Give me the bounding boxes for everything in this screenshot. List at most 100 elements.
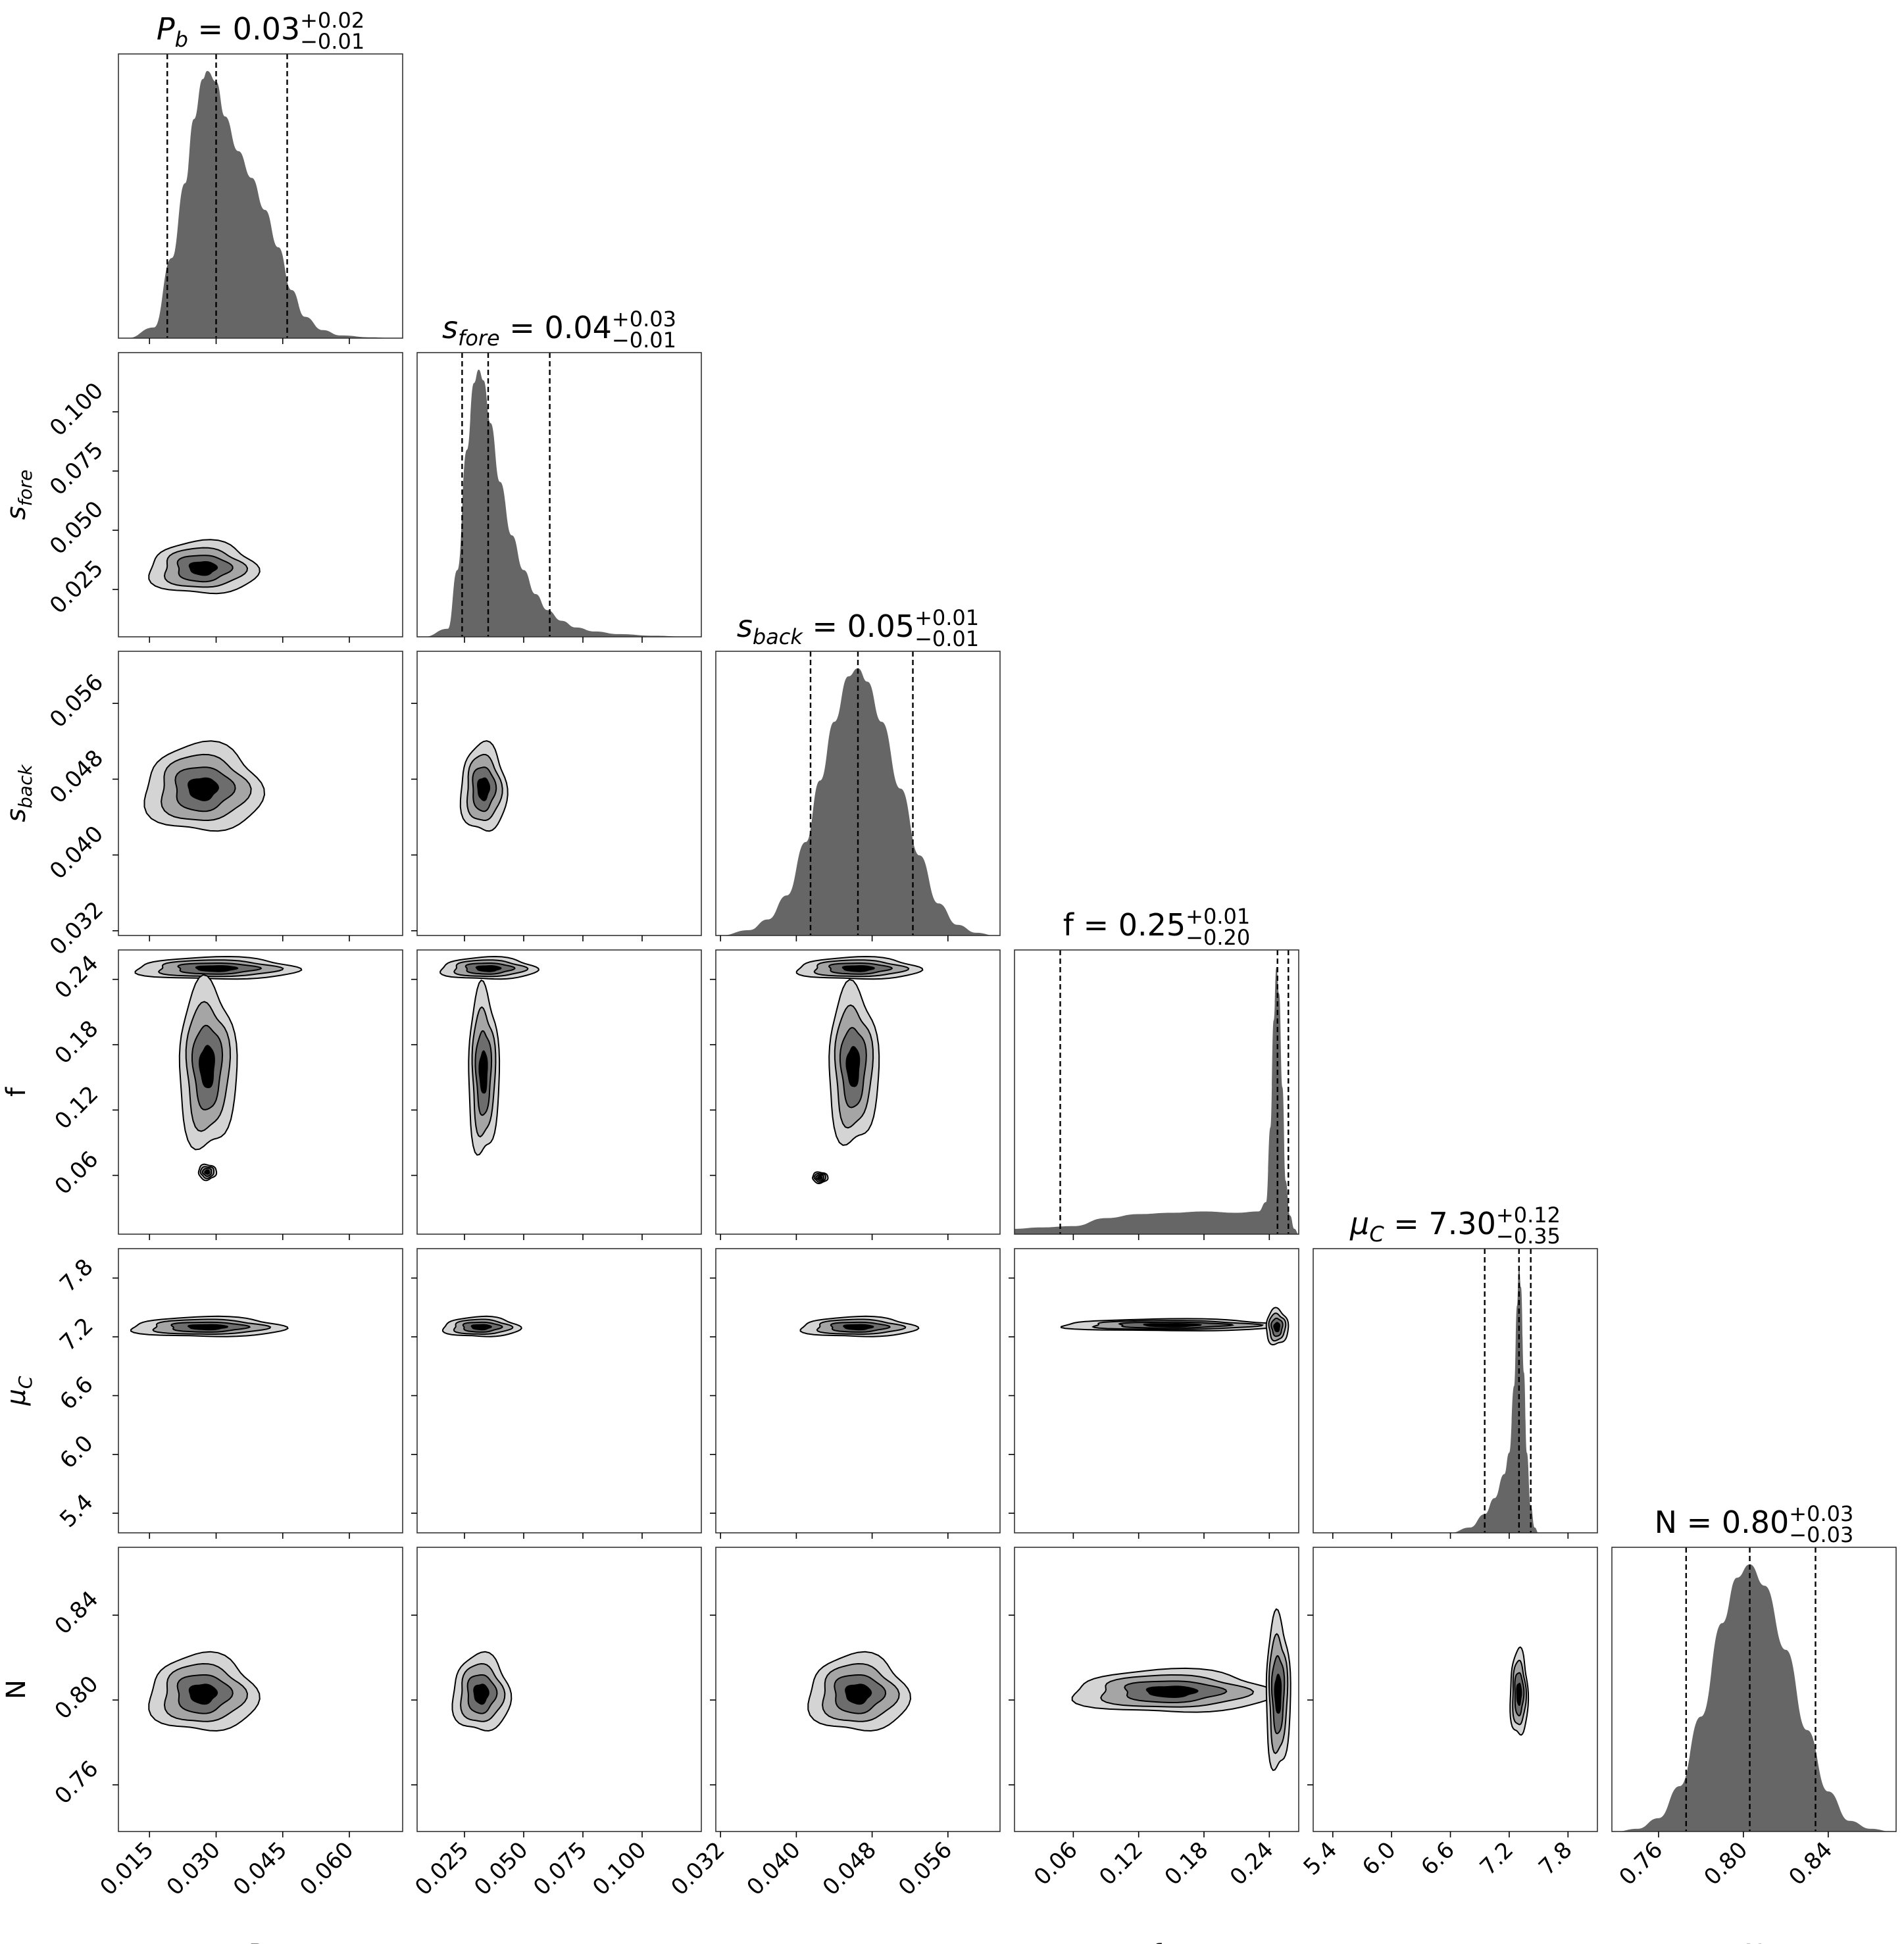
density-s-back-vs-s-fore (459, 740, 509, 832)
density-n-vs-p-b (148, 1651, 261, 1732)
axes-frame (416, 352, 702, 637)
x-tick-label: 0.12 (1094, 1837, 1148, 1891)
x-tick-label: 0.84 (1784, 1837, 1838, 1891)
x-tick-label: 0.032 (666, 1837, 730, 1901)
contour-level-4 (198, 1045, 215, 1089)
x-tick-label: 0.045 (228, 1837, 292, 1901)
contour-level-4 (845, 1683, 872, 1705)
x-tick-label: 5.4 (1299, 1837, 1343, 1881)
marginal-n (1612, 1547, 1896, 1832)
y-tick-label: 0.048 (45, 745, 109, 809)
density-mu-c-vs-p-b (130, 1315, 289, 1337)
y-tick-label: 0.76 (50, 1756, 104, 1810)
contour-level-4 (1145, 1685, 1199, 1699)
contour-level-4 (188, 1683, 218, 1705)
y-tick-label: 7.8 (55, 1254, 99, 1298)
y-tick-label: 0.12 (50, 1081, 104, 1135)
axes-frame (118, 651, 403, 936)
x-tick-label: 0.76 (1614, 1837, 1668, 1891)
marginal-p-b (118, 54, 403, 338)
contour-level-4 (1143, 1323, 1203, 1328)
density-mu-c-vs-s-fore (441, 1315, 522, 1337)
x-tick-label: 0.050 (469, 1837, 533, 1901)
x-tick-label: 7.8 (1534, 1837, 1578, 1881)
contour-level-4 (188, 777, 219, 801)
y-tick-label: 0.056 (45, 669, 109, 733)
x-tick-label: 6.6 (1416, 1837, 1460, 1881)
axes-frame (715, 1547, 1001, 1832)
marginal-s-back (716, 651, 1000, 935)
y-tick-label: 5.4 (55, 1489, 99, 1533)
x-tick-label: 0.040 (742, 1837, 806, 1901)
x-tick-label: 6.0 (1357, 1837, 1401, 1881)
x-tick-label: 7.2 (1475, 1837, 1519, 1881)
density-f-vs-s-fore (439, 955, 539, 1156)
x-tick-label: 0.030 (162, 1837, 226, 1901)
y-tick-label: 0.025 (45, 555, 109, 619)
x-tick-label: 0.80 (1699, 1837, 1753, 1891)
title-p-b: Pb = 0.03+0.02 (157, 8, 364, 52)
y-tick-label: 6.0 (55, 1430, 99, 1474)
y-axis-label-n: N (1, 1680, 32, 1699)
density-n-vs-f (1071, 1608, 1291, 1772)
x-axis-label-s-fore: sfore (534, 1939, 585, 1944)
axes-frame (416, 1248, 702, 1533)
axes-frame (118, 53, 403, 339)
density-s-fore-vs-p-b (148, 539, 261, 595)
title-minus-s-back: −0.01 (914, 626, 979, 651)
y-tick-label: 0.80 (50, 1671, 104, 1725)
x-tick-label: 0.060 (295, 1837, 359, 1901)
title-minus-s-fore: −0.01 (612, 328, 676, 353)
title-minus-f: −0.20 (1186, 925, 1250, 950)
axes-frame (416, 949, 702, 1235)
y-tick-label: 0.24 (50, 950, 104, 1004)
axes-frame (715, 1248, 1001, 1533)
title-f: f = 0.25+0.01 (1063, 904, 1250, 943)
contour-level-4 (475, 965, 502, 972)
density-f-vs-s-back (795, 955, 924, 1185)
marginal-f (1015, 950, 1299, 1234)
axes-frame (1014, 949, 1299, 1235)
x-axis-label-mu-c: μC (1440, 1939, 1470, 1944)
x-tick-label: 0.18 (1160, 1837, 1214, 1891)
y-tick-label: 0.050 (45, 496, 109, 560)
histogram-n (1612, 1564, 1896, 1832)
axes-frame (715, 651, 1001, 936)
y-tick-label: 0.075 (45, 437, 109, 501)
histogram-s-fore (417, 369, 701, 637)
y-tick-label: 0.100 (45, 378, 109, 441)
y-tick-label: 7.2 (55, 1312, 99, 1357)
contour-level-4 (845, 1045, 861, 1087)
histogram-f (1015, 966, 1299, 1234)
x-tick-label: 0.048 (818, 1837, 882, 1901)
title-s-back: sback = 0.05+0.01 (737, 605, 979, 649)
contour-level-4 (1273, 1322, 1281, 1332)
axes-frame (715, 949, 1001, 1235)
axes-frame (1313, 1547, 1598, 1832)
axes-frame (1014, 1248, 1299, 1533)
y-tick-label: 0.032 (45, 897, 109, 960)
axes-frame (1014, 1547, 1299, 1832)
y-axis-label-mu-c: μC (1, 1376, 36, 1406)
x-tick-label: 0.24 (1225, 1837, 1279, 1891)
axes-frame (1611, 1547, 1897, 1832)
x-axis-label-s-back: sback (829, 1939, 888, 1944)
density-f-vs-p-b (134, 955, 303, 1182)
density-n-vs-s-back (807, 1651, 912, 1732)
contour-level-4 (1274, 1673, 1282, 1714)
axes-frame (416, 651, 702, 936)
y-axis-label-s-fore: sfore (1, 470, 36, 520)
marginal-mu-c (1313, 1249, 1597, 1533)
y-tick-label: 6.6 (55, 1372, 99, 1416)
contour-level-4 (204, 1169, 211, 1175)
title-mu-c: μC = 7.30+0.12 (1349, 1203, 1561, 1247)
contour-level-4 (195, 965, 239, 972)
histogram-p-b (118, 70, 403, 338)
y-tick-label: 0.040 (45, 821, 109, 885)
x-tick-label: 0.100 (588, 1837, 651, 1901)
x-tick-label: 0.025 (410, 1837, 474, 1901)
y-tick-label: 0.06 (50, 1146, 104, 1200)
y-axis-label-s-back: sback (1, 764, 36, 822)
y-tick-label: 0.84 (50, 1586, 104, 1640)
axes-frame (416, 1547, 702, 1832)
